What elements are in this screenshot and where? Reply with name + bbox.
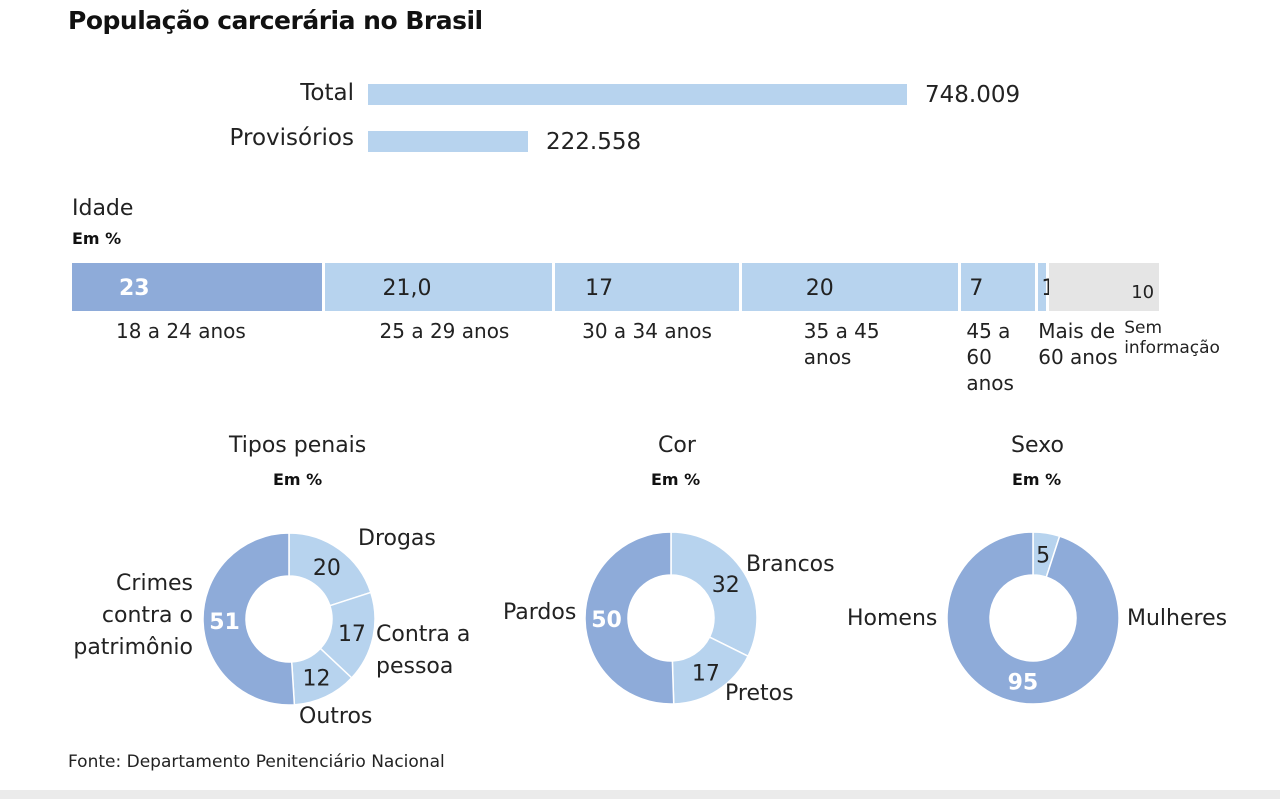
bar-value-provisorios: 222.558 xyxy=(546,129,642,155)
idade-category-label: 35 a 45 anos xyxy=(803,319,880,369)
idade-segment xyxy=(1049,263,1159,311)
idade-category-label: 45 a 60 anos xyxy=(966,319,1014,395)
tipos-penais-title: Tipos penais xyxy=(229,433,367,458)
idade-value-label: 23 xyxy=(119,276,150,301)
donut-slice xyxy=(946,531,1120,705)
idade-segment xyxy=(741,263,959,311)
bar-total xyxy=(368,84,907,105)
label-brancos: Brancos xyxy=(746,552,835,577)
donut-value-label: 32 xyxy=(712,573,740,598)
label-drogas: Drogas xyxy=(358,526,436,551)
bar-label-total: Total xyxy=(300,80,354,106)
bar-provisorios xyxy=(368,131,528,152)
idade-category-label: 30 a 34 anos xyxy=(582,319,712,343)
donut-slice xyxy=(584,531,675,705)
label-mulheres: Mulheres xyxy=(1127,606,1228,631)
cor-title: Cor xyxy=(658,433,696,458)
idade-title: Idade xyxy=(72,196,134,221)
donut-value-label: 20 xyxy=(313,556,341,581)
donut-slice xyxy=(670,531,758,658)
donut-slice xyxy=(202,532,296,706)
idade-category-label: Mais de 60 anos xyxy=(1038,319,1118,369)
idade-unit: Em % xyxy=(72,229,122,248)
label-crimes-contra-o-patrimonio: Crimes contra o patrimônio xyxy=(73,571,193,660)
cor-unit: Em % xyxy=(651,470,701,489)
sexo-unit: Em % xyxy=(1012,470,1062,489)
bar-value-total: 748.009 xyxy=(925,82,1021,108)
label-contra-a-pessoa: Contra a pessoa xyxy=(376,622,471,679)
idade-value-label: 7 xyxy=(969,276,984,301)
source-note: Fonte: Departamento Penitenciário Nacion… xyxy=(68,752,445,772)
donut-value-label: 17 xyxy=(692,661,720,686)
donut-value-label: 12 xyxy=(302,666,330,691)
idade-category-label: 18 a 24 anos xyxy=(116,319,246,343)
donut-value-label: 95 xyxy=(1008,671,1039,696)
donut-value-label: 50 xyxy=(591,608,622,633)
bar-label-provisorios: Provisórios xyxy=(229,125,354,151)
donut-value-label: 5 xyxy=(1036,543,1050,568)
idade-value-label: 10 xyxy=(1131,282,1155,303)
idade-category-label: Sem informação xyxy=(1124,318,1220,358)
tipos-penais-unit: Em % xyxy=(273,470,323,489)
label-pretos: Pretos xyxy=(725,681,794,706)
footer-bar xyxy=(0,790,1280,799)
label-pardos: Pardos xyxy=(503,600,577,625)
donut-value-label: 17 xyxy=(338,622,366,647)
idade-segment xyxy=(555,263,739,311)
idade-segment xyxy=(1038,263,1047,311)
idade-value-label: 17 xyxy=(585,276,614,301)
idade-segment xyxy=(72,263,322,311)
idade-value-label: 20 xyxy=(805,276,834,301)
label-homens: Homens xyxy=(847,606,938,631)
sexo-title: Sexo xyxy=(1011,433,1064,458)
idade-segment xyxy=(961,263,1036,311)
chart-title: População carcerária no Brasil xyxy=(68,6,483,35)
idade-category-label: 25 a 29 anos xyxy=(379,319,510,343)
idade-segment xyxy=(324,263,553,311)
label-outros: Outros xyxy=(299,704,373,729)
donut-value-label: 51 xyxy=(209,610,240,635)
idade-value-label: 21,0 xyxy=(382,276,432,301)
